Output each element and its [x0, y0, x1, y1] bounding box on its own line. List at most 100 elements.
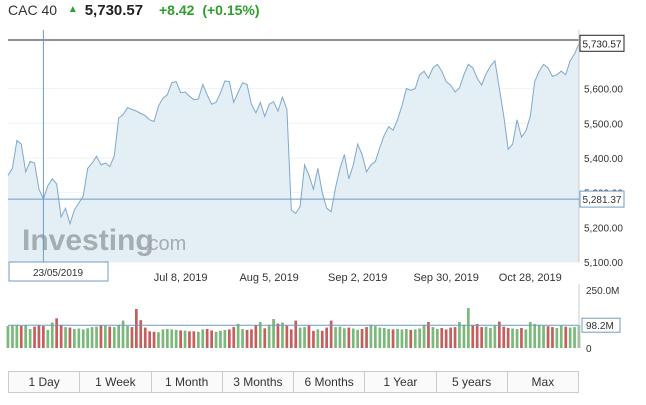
volume-bar	[533, 323, 537, 348]
volume-bar	[489, 328, 492, 348]
volume-bar	[559, 325, 563, 348]
date-tick-label: Jul 8, 2019	[154, 272, 208, 284]
volume-bar	[188, 331, 191, 348]
last-price: 5,730.57	[84, 2, 144, 19]
volume-bar	[356, 329, 359, 348]
range-button-1-day[interactable]: 1 Day	[9, 372, 81, 392]
volume-bar	[192, 331, 196, 348]
volume-bar	[28, 329, 32, 348]
crosshair-date-box	[8, 261, 109, 282]
price-chart[interactable]: Investing .com 5,100.005,200.005,300.005…	[0, 0, 646, 370]
range-button-max[interactable]: Max	[531, 375, 555, 389]
price-tick-label: 5,500.00	[584, 119, 623, 130]
range-button-1-year[interactable]: 1 Year	[365, 372, 437, 392]
volume-bar	[551, 327, 554, 348]
volume-bar	[68, 327, 72, 348]
volume-bar	[250, 329, 253, 348]
volume-bar	[303, 327, 306, 348]
volume-bar	[258, 322, 262, 348]
volume-bar	[117, 324, 120, 348]
price-tick-label: 5,400.00	[584, 154, 623, 165]
volume-bar	[11, 325, 14, 348]
range-button-3-months[interactable]: 3 Months	[223, 372, 294, 392]
volume-bar	[205, 329, 209, 348]
volume-bar	[143, 327, 147, 348]
volume-bar	[294, 320, 298, 348]
date-tick-label: Oct 28, 2019	[499, 272, 562, 284]
volume-bar	[431, 327, 435, 348]
last-price-marker: 5,730.57	[579, 34, 625, 52]
volume-bar	[267, 324, 271, 348]
volume-bar	[387, 329, 390, 348]
volume-bar	[223, 329, 227, 348]
volume-bar	[298, 327, 302, 348]
volume-bar	[427, 322, 430, 348]
volume-bar	[112, 327, 116, 348]
volume-tick-label: 0	[586, 344, 592, 355]
quote-header: CAC 40 ▲ 5,730.57 +8.42 (+0.15%)	[8, 2, 260, 24]
volume-bar	[289, 329, 293, 348]
volume-bar	[276, 323, 280, 348]
volume-bar	[33, 326, 36, 348]
volume-bar	[511, 328, 514, 348]
volume-bar	[197, 331, 200, 348]
volume-bar	[471, 325, 475, 348]
volume-bar	[568, 327, 572, 348]
range-button-5-years[interactable]: 5 years	[437, 372, 508, 392]
volume-bar	[272, 319, 275, 348]
watermark-suffix: .com	[143, 233, 186, 255]
volume-bar	[334, 327, 337, 348]
volume-bar	[15, 324, 19, 348]
volume-bar	[214, 331, 218, 348]
last-price-box	[579, 34, 625, 52]
volume-bar	[126, 326, 129, 348]
volume-bar	[462, 324, 466, 348]
volume-bar	[320, 330, 324, 348]
volume-bar	[241, 329, 244, 348]
volume-bar	[520, 328, 523, 348]
watermark-brand: Investing	[22, 224, 154, 257]
volume-bar	[391, 329, 395, 348]
volume-bar	[444, 329, 448, 348]
volume-bar	[378, 327, 382, 348]
volume-bar	[316, 329, 320, 348]
volume-bar	[573, 327, 576, 348]
volume-bar	[365, 327, 368, 348]
volume-bar	[382, 328, 386, 348]
volume-bar	[555, 328, 559, 348]
range-button-1-week[interactable]: 1 Week	[80, 372, 152, 392]
price-tick-label: 5,100.00	[584, 258, 623, 269]
crosshair-value-box	[579, 190, 625, 208]
price-tick-label: 5,600.00	[584, 85, 623, 96]
price-tick-label: 5,200.00	[584, 223, 623, 234]
volume-bar	[524, 329, 528, 348]
volume-bar	[329, 320, 333, 348]
volume-bar	[263, 328, 267, 348]
volume-bar	[152, 331, 156, 348]
crosshair: 5,281.37 23/05/2019	[8, 30, 625, 282]
volume-bar	[108, 326, 112, 348]
range-button-1-month[interactable]: 1 Month	[152, 372, 223, 392]
volume-bar	[506, 328, 510, 348]
volume-bar	[369, 324, 373, 348]
volume-bar	[130, 327, 134, 348]
volume-bar	[528, 322, 532, 348]
volume-bar	[121, 320, 125, 348]
volume-bar	[104, 325, 107, 348]
volume-bar	[174, 329, 178, 348]
volume-bar	[245, 329, 249, 348]
time-range-selector[interactable]: 1 Day 1 Week 1 Month 3 Months 6 Months 1 Year…	[8, 371, 579, 393]
volume-bar	[90, 327, 94, 348]
volume-bar	[343, 328, 346, 348]
volume-bar	[374, 326, 377, 348]
volume-bar	[396, 329, 399, 348]
volume-bar	[405, 329, 408, 348]
volume-bar	[86, 328, 89, 348]
volume-bar	[436, 329, 439, 348]
volume-bar	[400, 329, 404, 348]
range-button-6-months[interactable]: 6 Months	[294, 372, 366, 392]
crosshair-date-label: 23/05/2019	[33, 268, 83, 279]
volume-bar	[360, 329, 364, 348]
volume-bar	[453, 327, 457, 348]
volume-bar	[422, 325, 426, 348]
